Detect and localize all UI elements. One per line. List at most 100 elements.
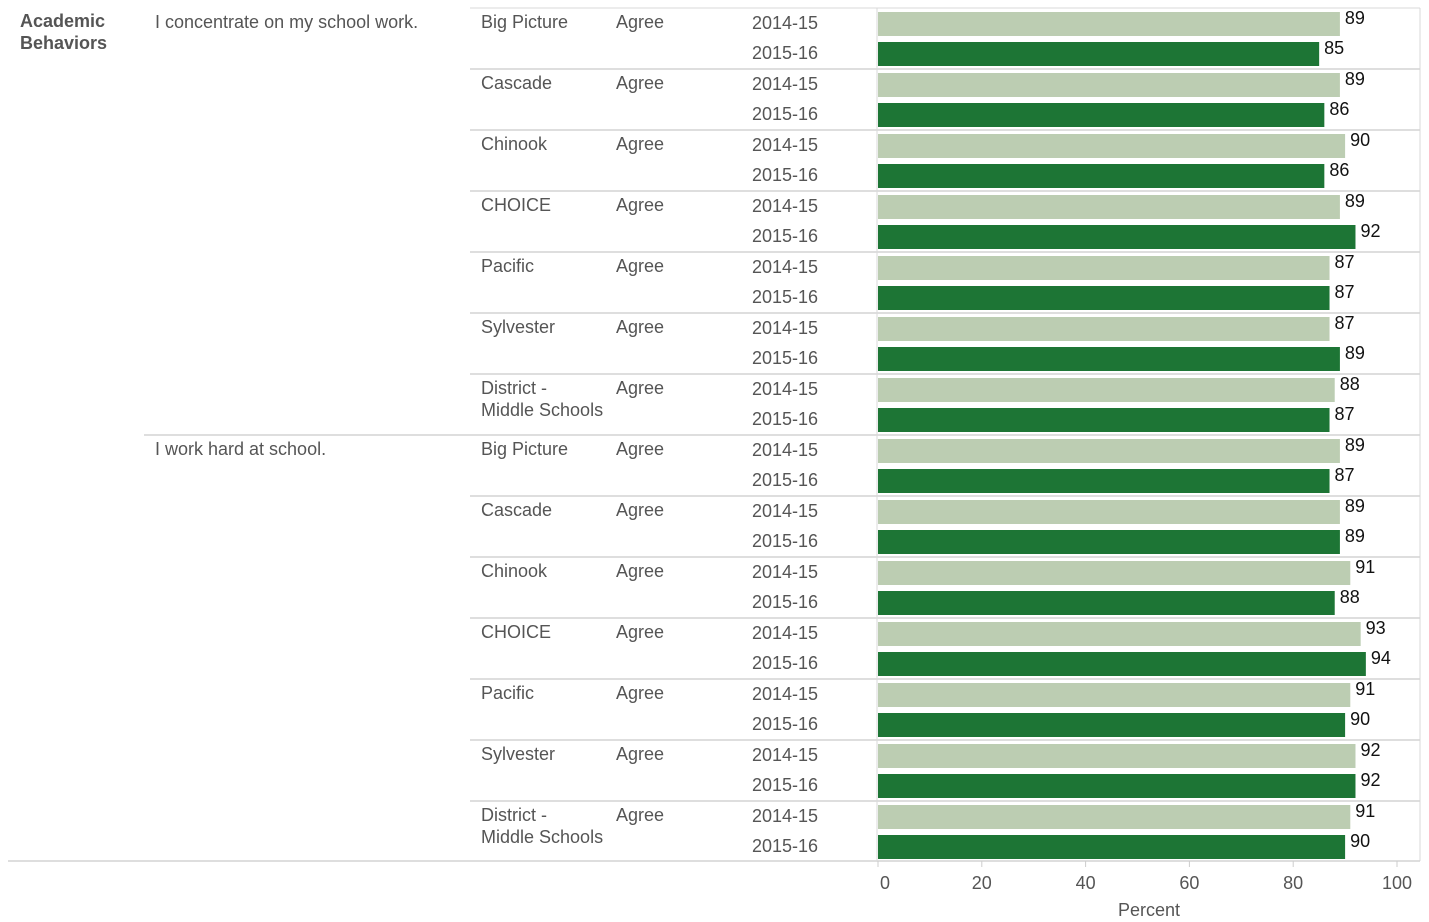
bar <box>878 225 1356 249</box>
response-label: Agree <box>616 12 664 32</box>
bar <box>878 378 1335 402</box>
bar <box>878 652 1366 676</box>
bar-value-label: 89 <box>1345 69 1365 89</box>
category-label: Academic Behaviors <box>20 11 107 53</box>
year-label: 2014-15 <box>752 501 818 521</box>
bar <box>878 622 1361 646</box>
year-label: 2015-16 <box>752 287 818 307</box>
response-label: Agree <box>616 439 664 459</box>
bar-value-label: 89 <box>1345 343 1365 363</box>
school-label: Pacific <box>481 256 534 276</box>
year-label: 2015-16 <box>752 165 818 185</box>
year-label: 2015-16 <box>752 531 818 551</box>
bar <box>878 164 1325 188</box>
year-label: 2014-15 <box>752 74 818 94</box>
bar <box>878 256 1330 280</box>
bar-value-label: 87 <box>1335 404 1355 424</box>
bar-value-label: 90 <box>1350 831 1370 851</box>
bar-value-label: 93 <box>1366 618 1386 638</box>
year-label: 2014-15 <box>752 440 818 460</box>
school-label: Chinook <box>481 561 548 581</box>
response-label: Agree <box>616 195 664 215</box>
x-tick-label: 0 <box>880 873 890 893</box>
year-label: 2015-16 <box>752 409 818 429</box>
bar-value-label: 88 <box>1340 587 1360 607</box>
bar <box>878 12 1340 36</box>
year-label: 2014-15 <box>752 318 818 338</box>
x-axis-title: Percent <box>1118 900 1180 920</box>
year-label: 2015-16 <box>752 836 818 856</box>
bar <box>878 286 1330 310</box>
bar <box>878 195 1340 219</box>
school-label: Chinook <box>481 134 548 154</box>
bar <box>878 713 1346 737</box>
year-label: 2014-15 <box>752 196 818 216</box>
response-label: Agree <box>616 500 664 520</box>
question-label: I concentrate on my school work. <box>155 12 418 32</box>
bar-value-label: 89 <box>1345 8 1365 28</box>
bar <box>878 561 1351 585</box>
bar-value-label: 86 <box>1329 160 1349 180</box>
year-label: 2015-16 <box>752 775 818 795</box>
school-label: Sylvester <box>481 744 555 764</box>
response-label: Agree <box>616 317 664 337</box>
bar-value-label: 87 <box>1335 465 1355 485</box>
bar-value-label: 90 <box>1350 709 1370 729</box>
year-label: 2015-16 <box>752 43 818 63</box>
school-label: Pacific <box>481 683 534 703</box>
bar <box>878 103 1325 127</box>
school-label: District -Middle Schools <box>481 805 603 847</box>
x-tick-label: 40 <box>1076 873 1096 893</box>
bar-value-label: 86 <box>1329 99 1349 119</box>
bar <box>878 134 1346 158</box>
bar-value-label: 94 <box>1371 648 1391 668</box>
bar-value-label: 87 <box>1335 282 1355 302</box>
bar <box>878 500 1340 524</box>
school-label: Big Picture <box>481 439 568 459</box>
year-label: 2014-15 <box>752 13 818 33</box>
bar-value-label: 91 <box>1355 801 1375 821</box>
bar <box>878 439 1340 463</box>
year-label: 2014-15 <box>752 684 818 704</box>
year-label: 2015-16 <box>752 714 818 734</box>
bar-value-label: 91 <box>1355 679 1375 699</box>
x-tick-label: 80 <box>1283 873 1303 893</box>
response-label: Agree <box>616 805 664 825</box>
year-label: 2014-15 <box>752 745 818 765</box>
bar <box>878 347 1340 371</box>
bar-value-label: 89 <box>1345 191 1365 211</box>
bar <box>878 805 1351 829</box>
bar <box>878 744 1356 768</box>
year-label: 2014-15 <box>752 562 818 582</box>
year-label: 2014-15 <box>752 806 818 826</box>
bar <box>878 408 1330 432</box>
bar-value-label: 85 <box>1324 38 1344 58</box>
bar <box>878 317 1330 341</box>
school-label: Cascade <box>481 73 552 93</box>
response-label: Agree <box>616 622 664 642</box>
bar-value-label: 91 <box>1355 557 1375 577</box>
school-label: District -Middle Schools <box>481 378 603 420</box>
year-label: 2014-15 <box>752 623 818 643</box>
year-label: 2014-15 <box>752 135 818 155</box>
year-label: 2014-15 <box>752 379 818 399</box>
bar-value-label: 89 <box>1345 435 1365 455</box>
year-label: 2014-15 <box>752 257 818 277</box>
school-label: Cascade <box>481 500 552 520</box>
response-label: Agree <box>616 73 664 93</box>
bar-value-label: 89 <box>1345 496 1365 516</box>
response-label: Agree <box>616 744 664 764</box>
bar <box>878 683 1351 707</box>
bar-value-label: 92 <box>1360 770 1380 790</box>
bar-value-label: 89 <box>1345 526 1365 546</box>
bar <box>878 835 1346 859</box>
response-label: Agree <box>616 134 664 154</box>
response-label: Agree <box>616 378 664 398</box>
bar <box>878 42 1320 66</box>
year-label: 2015-16 <box>752 592 818 612</box>
year-label: 2015-16 <box>752 653 818 673</box>
x-tick-label: 60 <box>1179 873 1199 893</box>
school-label: Big Picture <box>481 12 568 32</box>
bar-value-label: 92 <box>1360 740 1380 760</box>
